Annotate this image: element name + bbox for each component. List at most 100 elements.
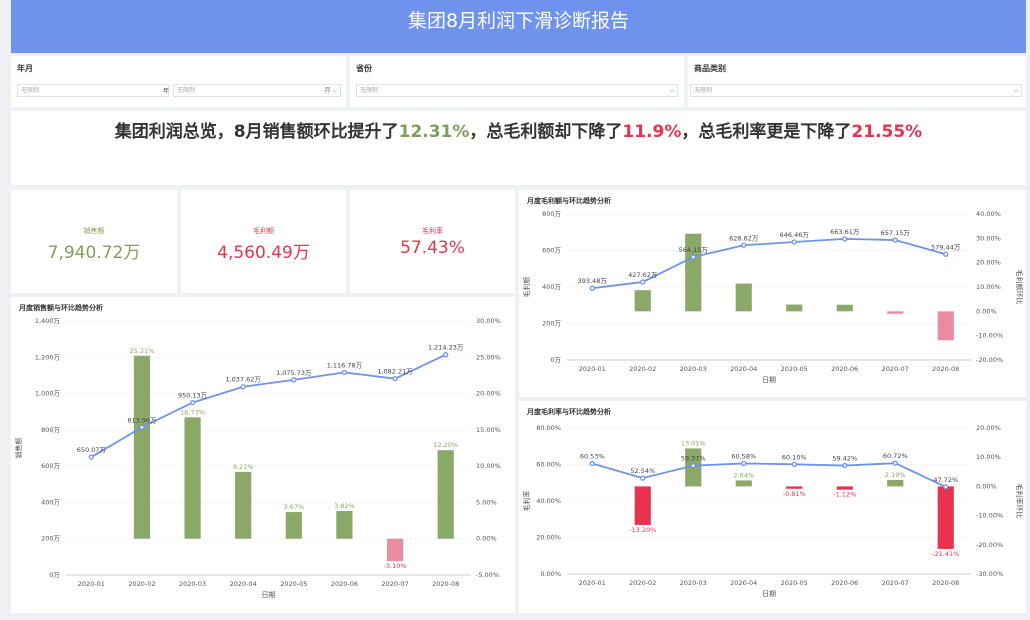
line-point — [842, 236, 848, 242]
chart-title-profit: 月度毛利额与环比趋势分析 — [527, 197, 611, 205]
y2-tick-label: 30.00% — [976, 234, 1001, 242]
line-data-label: 950.13万 — [178, 392, 208, 400]
x-axis-title: 日期 — [262, 591, 276, 599]
bar — [386, 538, 404, 562]
x-tick-label: 2020-07 — [381, 580, 408, 588]
line-data-label: 59.37% — [681, 455, 706, 463]
line-point — [943, 484, 949, 490]
x-tick-label: 2020-07 — [882, 579, 909, 587]
x-tick-label: 2020-03 — [680, 579, 707, 587]
x-tick-label: 2020-03 — [680, 365, 707, 373]
chart-title-rate: 月度毛利率与环比趋势分析 — [527, 408, 611, 416]
summary-panel: 集团利润总览，8月销售额环比提升了12.31%，总毛利额却下降了11.9%，总毛… — [11, 111, 1026, 185]
filter-year-month-panel: 年月 无限制 年 无限制 月 ⌵ — [11, 56, 346, 107]
y-axis-title: 毛利额 — [522, 277, 531, 298]
line-point — [690, 462, 696, 469]
bar-data-label: -3.10% — [384, 562, 407, 570]
bar — [634, 290, 651, 312]
bar — [235, 471, 252, 539]
filter-label-year-month: 年月 — [17, 64, 33, 73]
year-select-placeholder: 无限制 — [21, 87, 40, 94]
summary-part3: ，总毛利率更是下降了 — [681, 122, 852, 142]
year-select[interactable]: 无限制 — [17, 84, 169, 97]
line-data-label: 427.62万 — [628, 271, 658, 279]
bar — [336, 510, 353, 539]
chart-panel-rate: 月度毛利率与环比趋势分析 0.00% 20.00% 40.00% 60.00% 80.0… — [519, 401, 1026, 613]
x-tick-label: 2020-07 — [882, 365, 909, 373]
bar — [786, 486, 803, 489]
line-data-label: 60.53% — [580, 453, 605, 461]
line-data-label: 1,214.23万 — [428, 344, 464, 352]
y2-tick-label: 0.00% — [976, 482, 997, 490]
y2-tick-label: 25.00% — [476, 353, 501, 361]
bar — [887, 480, 904, 487]
x-tick-label: 2020-01 — [579, 579, 606, 587]
bar — [887, 311, 904, 314]
y-tick-label: 400万 — [41, 498, 60, 506]
x-tick-label: 2020-03 — [179, 580, 206, 588]
filter-province-panel: 省份 无限制 ⌵ — [350, 56, 684, 107]
kpi-card-rate: 毛利率 57.43% — [350, 190, 515, 293]
y-tick-label: 200万 — [41, 535, 60, 543]
line-point — [690, 254, 696, 260]
y-tick-label: 1,200万 — [35, 353, 61, 361]
y2-tick-label: -10.00% — [976, 512, 1003, 520]
line-data-label: 1,116.78万 — [327, 361, 363, 369]
month-suffix: 月 — [324, 87, 331, 94]
line-data-label: 663.61万 — [830, 228, 860, 236]
year-suffix: 年 — [163, 88, 170, 95]
y-tick-label: 80.00% — [536, 424, 561, 432]
x-tick-label: 2020-04 — [730, 579, 757, 587]
y2-tick-label: 20.00% — [976, 424, 1001, 432]
kpi-label-rate: 毛利率 — [422, 227, 443, 235]
line-data-label: 813.96万 — [127, 416, 157, 424]
bar — [735, 480, 752, 487]
bar-data-label: 12.20% — [433, 441, 458, 449]
line-point — [791, 461, 797, 467]
month-select[interactable]: 无限制 月 ⌵ — [173, 84, 341, 97]
line-data-label: 60.10% — [782, 453, 807, 461]
line-point — [88, 454, 94, 460]
chart-title-sales: 月度销售额与环比趋势分析 — [19, 304, 103, 312]
y2-tick-label: 10.00% — [976, 453, 1001, 461]
bar-data-label: -13.20% — [629, 526, 656, 534]
line-data-label: 1,075.73万 — [276, 369, 312, 377]
province-select-placeholder: 无限制 — [360, 87, 379, 94]
x-tick-label: 2020-02 — [128, 580, 155, 588]
category-select[interactable]: 无限制 ⌵ — [690, 84, 1022, 97]
x-tick-label: 2020-04 — [230, 580, 257, 588]
summary-rate-change: 21.55% — [851, 122, 923, 142]
y2-tick-label: 10.00% — [476, 462, 501, 470]
bar — [184, 417, 201, 539]
line-point — [341, 369, 348, 376]
y2-tick-label: 15.00% — [476, 426, 501, 434]
province-select[interactable]: 无限制 ⌵ — [356, 84, 678, 97]
line-data-label: 60.58% — [731, 452, 756, 460]
summary-profit-change: 11.9% — [622, 122, 682, 142]
kpi-value-sales: 7,940.72万 — [47, 243, 141, 263]
y2-tick-label: -5.00% — [476, 571, 499, 579]
y2-tick-label: -20.00% — [976, 356, 1003, 364]
line-data-label: 628.62万 — [729, 234, 759, 242]
line-data-label: 650.07万 — [77, 446, 107, 454]
y-tick-label: 40.00% — [536, 497, 561, 505]
x-tick-label: 2020-04 — [730, 365, 757, 373]
line-data-label: 47.72% — [933, 476, 958, 484]
line-point — [892, 460, 898, 466]
y2-tick-label: 20.00% — [976, 259, 1001, 267]
kpi-value-rate: 57.43% — [400, 238, 465, 258]
line-data-label: 646.46万 — [780, 231, 810, 239]
bar — [937, 311, 954, 341]
line-point — [443, 352, 449, 358]
y2-tick-label: 0.00% — [976, 307, 997, 315]
bar-data-label: 9.21% — [233, 463, 254, 471]
line-point — [892, 237, 898, 243]
line-point — [640, 279, 646, 285]
x-tick-label: 2020-05 — [280, 580, 307, 588]
bar — [285, 512, 302, 539]
trend-line — [90, 353, 447, 458]
y-tick-label: 800万 — [41, 426, 60, 434]
y-tick-label: 0万 — [49, 571, 60, 579]
bar — [937, 486, 954, 549]
y-axis-title: 销售额 — [14, 438, 23, 459]
